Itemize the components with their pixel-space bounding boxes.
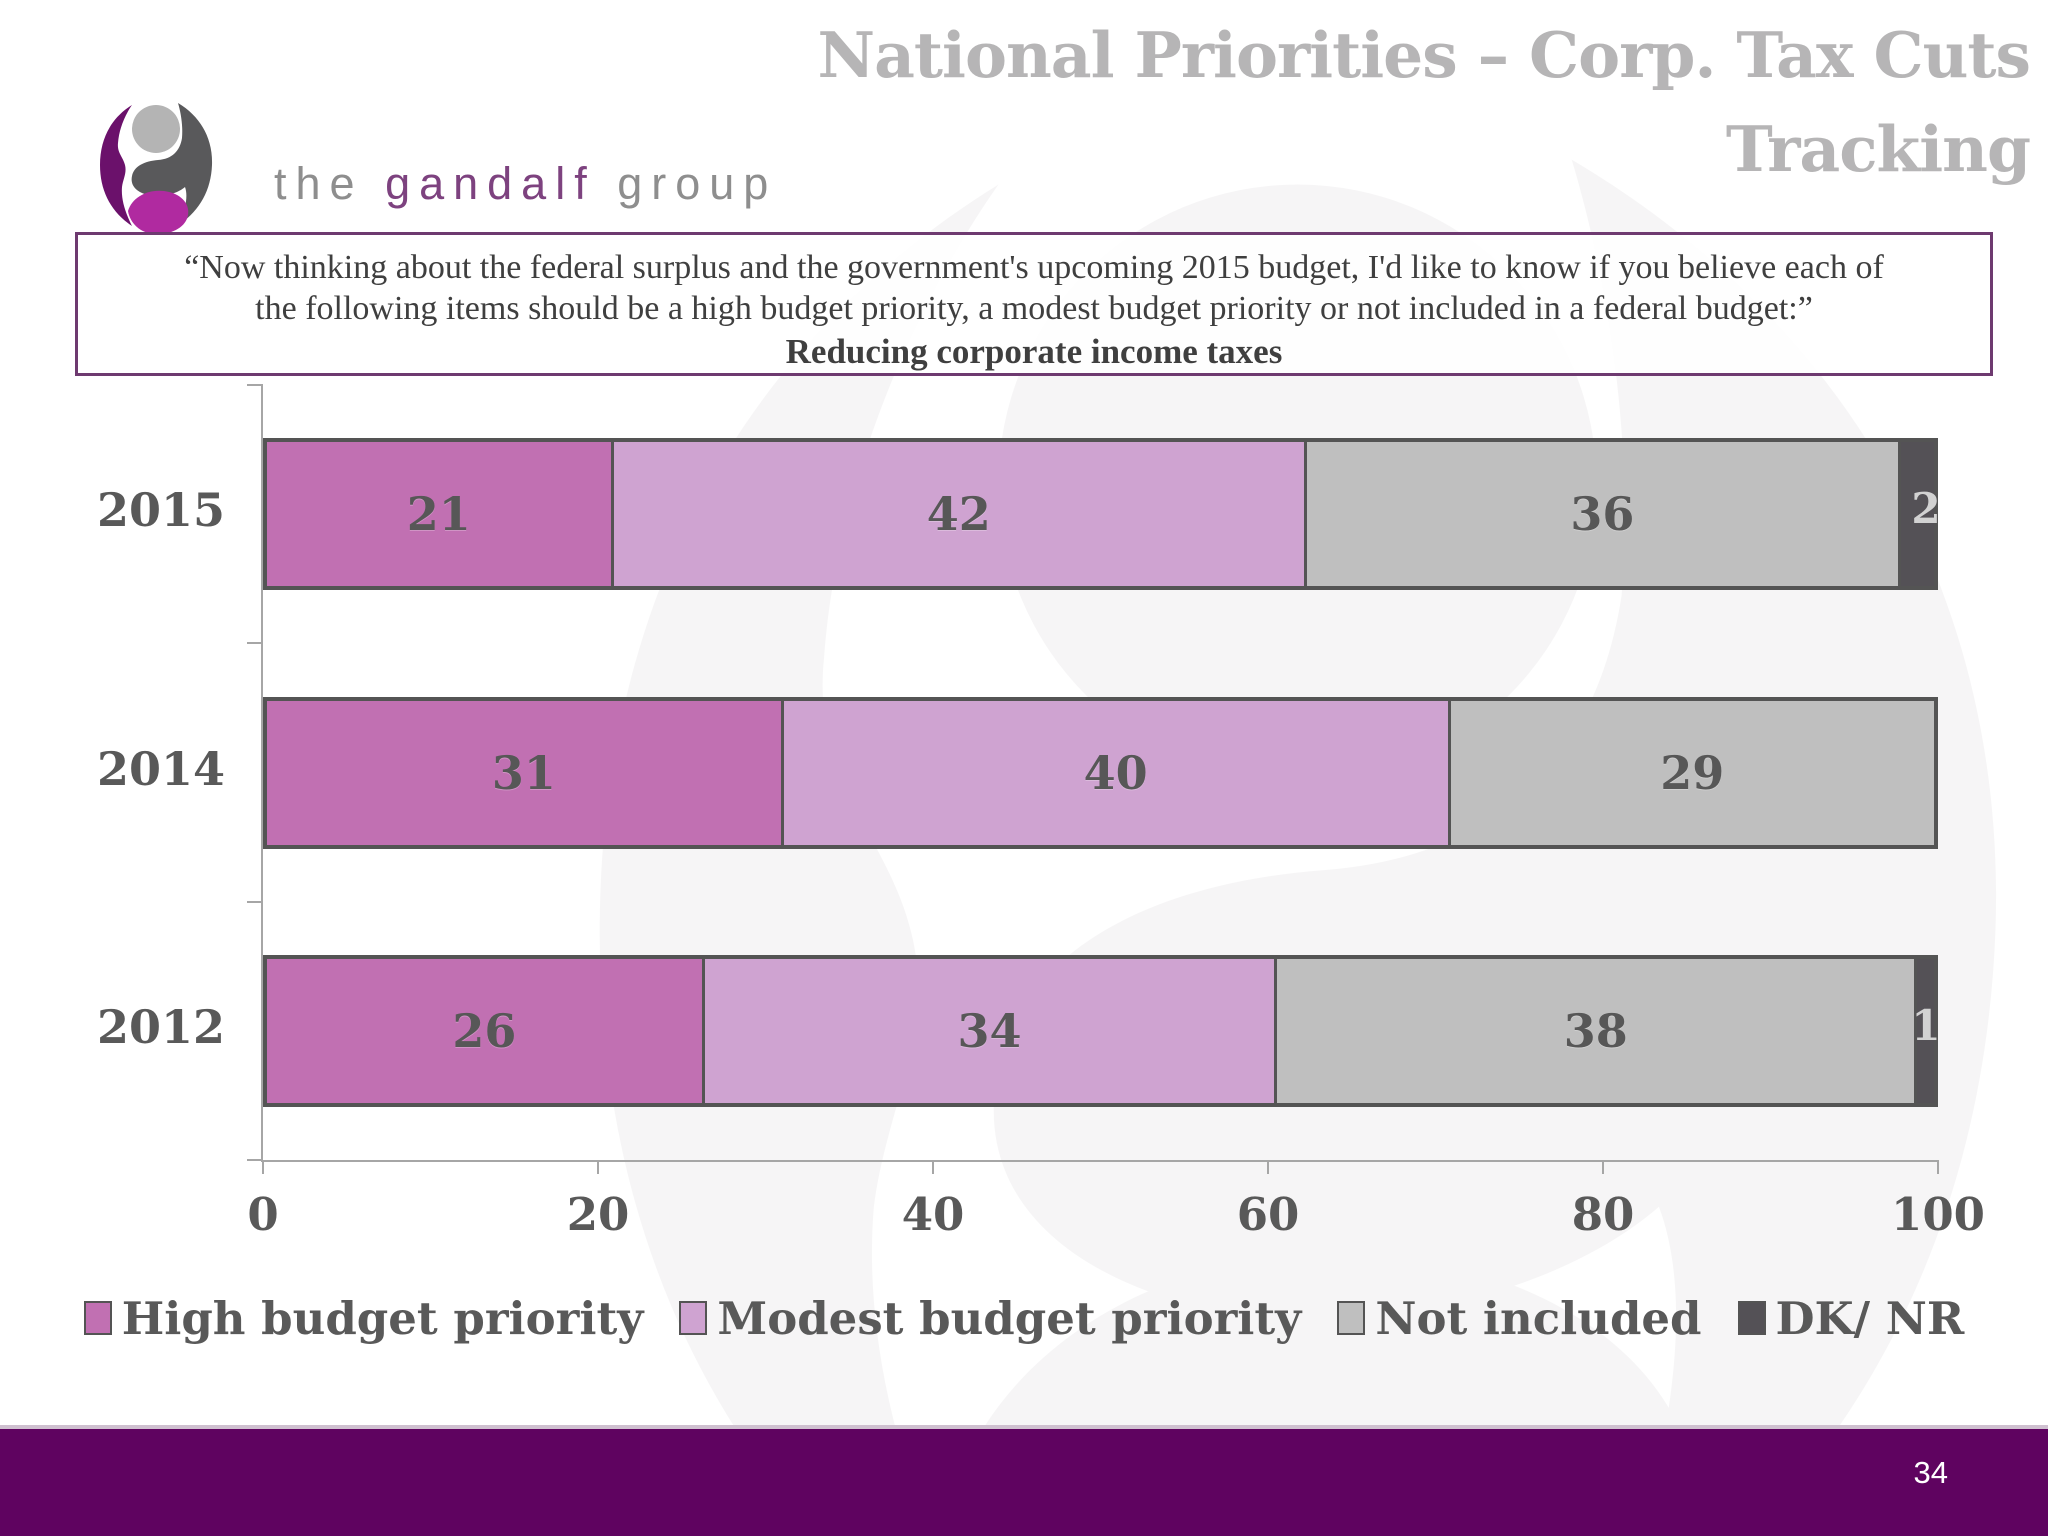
logo-word-gandalf: gandalf — [385, 158, 596, 209]
y-axis-line — [261, 385, 263, 1160]
bar-segment-modest-budget-priority: 40 — [783, 700, 1451, 845]
legend-swatch — [83, 1301, 112, 1335]
legend-item: Modest budget priority — [679, 1292, 1301, 1345]
x-tick-label: 0 — [247, 1188, 279, 1241]
legend-swatch — [1337, 1301, 1366, 1335]
bar-segment-dk-nr — [1900, 442, 1934, 587]
value-label: 42 — [926, 487, 991, 542]
bar-row: 21 42 36 — [263, 438, 1938, 591]
y-axis-tick — [247, 384, 263, 386]
value-label: 31 — [491, 745, 556, 800]
question-box: “Now thinking about the federal surplus … — [75, 232, 1993, 376]
bar-segment-high-budget-priority: 21 — [267, 442, 614, 587]
x-axis-tick — [1267, 1160, 1269, 1174]
legend-label: High budget priority — [121, 1291, 644, 1345]
bar-segment-not-included: 29 — [1450, 700, 1934, 845]
logo-word-the: the — [274, 158, 364, 209]
bar-segment-high-budget-priority: 26 — [267, 958, 705, 1103]
bar-segment-modest-budget-priority: 34 — [704, 958, 1278, 1103]
y-axis-tick — [247, 1159, 263, 1161]
slide-title-line2: Tracking — [1725, 112, 2031, 186]
legend-label: Modest budget priority — [717, 1291, 1302, 1345]
question-line1: “Now thinking about the federal surplus … — [184, 249, 1884, 286]
x-axis-tick — [262, 1160, 264, 1174]
y-axis-tick — [247, 642, 263, 645]
gandalf-logo-icon — [100, 103, 213, 235]
x-tick-label: 80 — [1571, 1188, 1635, 1241]
x-axis-tick — [932, 1160, 934, 1174]
x-tick-label: 20 — [566, 1188, 630, 1241]
value-label: 29 — [1660, 745, 1725, 800]
x-axis-line — [261, 1160, 1938, 1162]
question-line2: the following items should be a high bud… — [255, 290, 1813, 327]
value-label: 21 — [406, 487, 471, 542]
year-label: 2015 — [96, 483, 226, 538]
x-axis-tick — [597, 1160, 599, 1174]
value-label: 36 — [1570, 487, 1635, 542]
legend-item: DK/ NR — [1737, 1291, 1965, 1345]
value-label: 38 — [1563, 1003, 1628, 1058]
legend-swatch — [679, 1301, 708, 1335]
legend-item: High budget priority — [83, 1291, 644, 1345]
legend-label: Not included — [1375, 1291, 1702, 1345]
y-axis-tick — [247, 900, 263, 903]
legend-label: DK/ NR — [1775, 1291, 1965, 1345]
x-tick-label: 60 — [1236, 1188, 1300, 1241]
legend-swatch — [1737, 1301, 1766, 1335]
year-label: 2012 — [96, 999, 226, 1054]
value-label: 34 — [957, 1003, 1022, 1058]
bar-segment-modest-budget-priority: 42 — [613, 442, 1307, 587]
logo-word-group: group — [617, 158, 778, 209]
bar-row: 26 34 38 — [263, 954, 1938, 1107]
value-label: 40 — [1083, 745, 1148, 800]
footer-bar: 34 — [0, 1425, 2048, 1536]
bar-segment-high-budget-priority: 31 — [267, 700, 784, 845]
year-label: 2014 — [96, 741, 226, 796]
legend-item: Not included — [1337, 1291, 1702, 1345]
question-subject: Reducing corporate income taxes — [785, 332, 1283, 371]
bar-segment-dk-nr — [1917, 958, 1934, 1103]
chart-legend: High budget priority Modest budget priori… — [0, 1288, 2048, 1348]
value-label: 26 — [452, 1003, 517, 1058]
bar-segment-not-included: 38 — [1277, 958, 1918, 1103]
dk-nr-value-label: 2 — [1911, 484, 1941, 534]
x-axis-tick — [1602, 1160, 1604, 1174]
slide-title: National Priorities – Corp. Tax Cuts Tra… — [818, 8, 2031, 196]
x-tick-label: 100 — [1891, 1188, 1985, 1241]
dk-nr-value-label: 1 — [1911, 1000, 1941, 1050]
page-number: 34 — [1913, 1455, 1948, 1490]
gandalf-logo-text: the gandalf group — [274, 158, 777, 210]
bar-segment-not-included: 36 — [1306, 442, 1901, 587]
slide-title-line1: National Priorities – Corp. Tax Cuts — [817, 18, 2031, 92]
x-tick-label: 40 — [901, 1188, 965, 1241]
x-axis-tick — [1937, 1160, 1939, 1174]
bar-row: 31 40 29 — [263, 696, 1938, 849]
